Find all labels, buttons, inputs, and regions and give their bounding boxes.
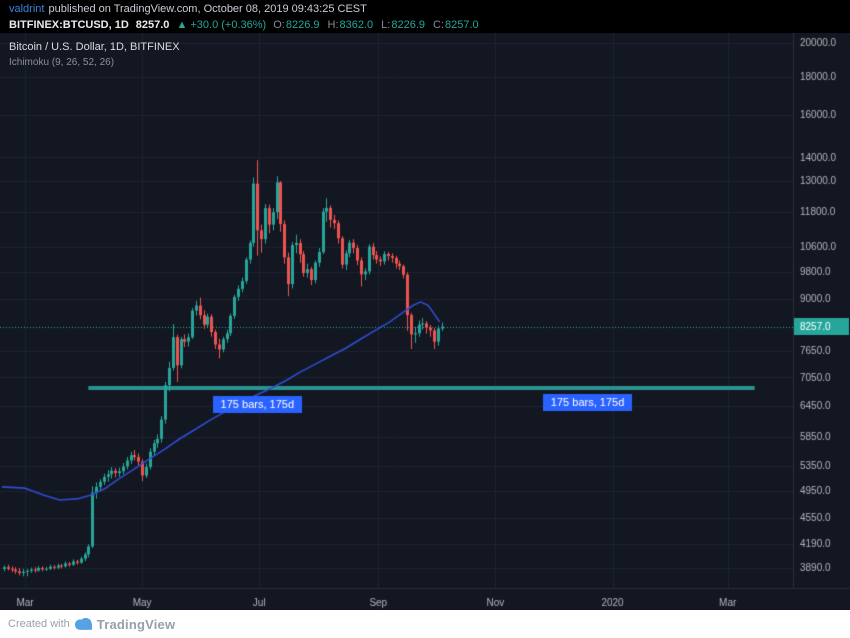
tradingview-wordmark[interactable]: TradingView — [96, 616, 176, 632]
last-price-value: 8257.0 — [135, 19, 170, 31]
tradingview-logo-icon — [74, 618, 92, 630]
low-number: 8226.9 — [391, 19, 425, 31]
close-value: C: 8257.0 — [433, 19, 479, 31]
price-change-value: ▲ +30.0 (+0.36%) — [176, 19, 267, 31]
open-value: O: 8226.9 — [273, 19, 319, 31]
ohlc-values: O: 8226.9 H: 8362.0 L: 8226.9 C: 8257.0 — [273, 19, 478, 31]
created-with-text: Created with — [8, 618, 70, 630]
legend-indicator-ichimoku[interactable]: Ichimoku (9, 26, 52, 26) — [9, 56, 115, 68]
high-label: H: — [327, 19, 339, 31]
chart-area: Bitcoin / U.S. Dollar, 1D, BITFINEX Ichi… — [0, 33, 850, 610]
price-chart-canvas[interactable] — [0, 33, 850, 610]
chart-legend: Bitcoin / U.S. Dollar, 1D, BITFINEX Ichi… — [9, 40, 180, 69]
legend-symbol-title[interactable]: Bitcoin / U.S. Dollar, 1D, BITFINEX — [9, 41, 180, 53]
low-label: L: — [381, 19, 391, 31]
attribution-footer: Created with TradingView — [0, 610, 850, 638]
low-value: L: 8226.9 — [381, 19, 425, 31]
symbol-info-bar: BITFINEX:BTCUSD, 1D 8257.0 ▲ +30.0 (+0.3… — [0, 17, 850, 33]
close-number: 8257.0 — [445, 19, 479, 31]
publish-text: published on TradingView.com, October 08… — [48, 2, 367, 15]
open-number: 8226.9 — [285, 19, 320, 31]
high-value: H: 8362.0 — [328, 19, 374, 31]
high-number: 8362.0 — [339, 19, 374, 31]
symbol-name[interactable]: BITFINEX:BTCUSD, 1D — [9, 19, 129, 31]
author-username[interactable]: valdrint — [9, 2, 45, 15]
open-label: O: — [273, 19, 285, 31]
publish-info-bar: valdrint published on TradingView.com, O… — [0, 0, 850, 17]
close-label: C: — [433, 19, 444, 31]
